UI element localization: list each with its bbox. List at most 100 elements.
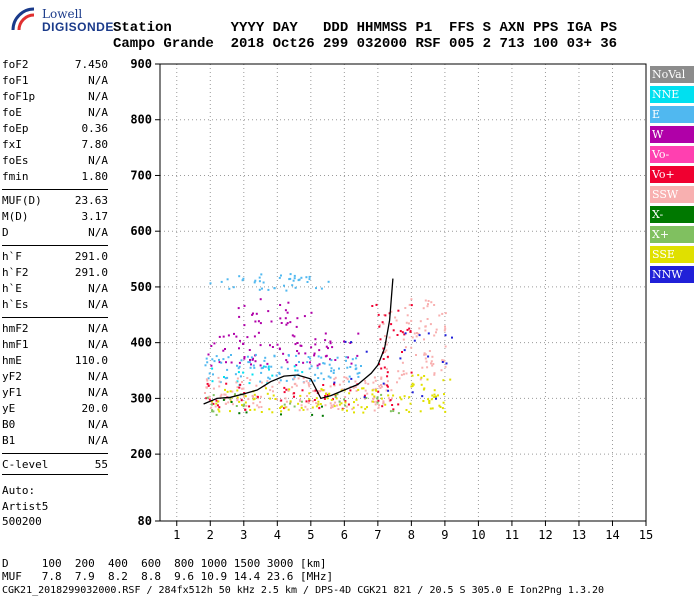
echo-point — [293, 392, 296, 395]
echo-point — [238, 412, 241, 415]
echo-point — [280, 410, 283, 413]
echo-point — [426, 366, 429, 369]
echo-point — [257, 320, 260, 323]
echo-point — [315, 287, 317, 290]
divider — [2, 453, 108, 454]
echo-point — [250, 363, 252, 366]
echo-point — [227, 356, 230, 359]
echo-point — [319, 403, 322, 405]
echo-point — [373, 395, 376, 398]
echo-point — [416, 332, 418, 334]
echo-point — [386, 385, 389, 388]
echo-point — [302, 408, 305, 411]
echo-point — [283, 391, 286, 394]
echo-point — [333, 384, 336, 387]
echo-point — [306, 361, 309, 364]
x-tick-label: 7 — [374, 528, 381, 542]
echo-point — [269, 344, 271, 347]
echo-point — [443, 360, 446, 363]
echo-point — [399, 396, 402, 399]
echo-point — [334, 395, 337, 398]
echo-point — [385, 367, 388, 370]
param-row: C-level 55 — [2, 458, 108, 474]
echo-point — [392, 410, 395, 412]
echo-point — [320, 388, 323, 391]
echo-point — [273, 287, 276, 290]
echo-point — [252, 364, 255, 367]
echo-point — [357, 404, 359, 406]
param-name: foEp — [2, 122, 29, 135]
echo-point — [211, 410, 214, 413]
echo-point — [338, 403, 341, 406]
echo-point — [353, 401, 355, 404]
echo-point — [410, 371, 413, 374]
echo-point — [244, 408, 247, 411]
echo-point — [444, 334, 447, 337]
echo-point — [423, 375, 426, 377]
param-name: foEs — [2, 154, 29, 167]
echo-point — [384, 351, 386, 353]
echo-point — [419, 378, 422, 381]
echo-point — [248, 361, 251, 364]
echo-point — [286, 367, 289, 370]
echo-point — [444, 327, 447, 330]
echo-point — [380, 377, 383, 380]
echo-point — [285, 388, 288, 391]
echo-point — [349, 389, 352, 392]
echo-point — [254, 360, 257, 363]
echo-point — [373, 400, 375, 403]
echo-point — [208, 383, 211, 386]
echo-point — [364, 379, 367, 382]
echo-point — [204, 364, 207, 367]
echo-point — [379, 338, 382, 341]
y-tick-label: 500 — [130, 280, 152, 294]
echo-point — [249, 409, 252, 411]
param-name: yE — [2, 402, 16, 415]
echo-point — [382, 382, 385, 385]
echo-point — [211, 409, 214, 412]
echo-point — [229, 390, 232, 393]
echo-point — [218, 335, 221, 338]
echo-point — [306, 408, 309, 411]
echo-point — [375, 400, 378, 403]
echo-point — [327, 280, 330, 283]
echo-point — [310, 311, 313, 314]
echo-point — [354, 386, 357, 388]
echo-point — [433, 334, 436, 337]
echo-point — [224, 388, 226, 391]
echo-point — [371, 389, 374, 392]
echo-point — [444, 325, 446, 328]
echo-point — [204, 392, 206, 394]
echo-point — [308, 367, 311, 370]
echo-point — [254, 320, 257, 323]
echo-point — [307, 383, 310, 386]
echo-point — [412, 383, 415, 386]
echo-point — [329, 376, 332, 379]
x-tick-label: 13 — [572, 528, 586, 542]
echo-point — [285, 379, 288, 382]
echo-point — [399, 357, 402, 360]
echo-point — [215, 402, 218, 405]
echo-point — [259, 380, 262, 383]
echo-point — [431, 355, 434, 358]
echo-point — [208, 398, 211, 401]
echo-point — [429, 407, 432, 410]
echo-point — [264, 365, 267, 368]
y-tick-label: 200 — [130, 447, 152, 461]
param-row: h`F 291.0 — [2, 250, 108, 266]
echo-point — [243, 403, 246, 406]
echo-point — [371, 393, 374, 396]
echo-point — [354, 380, 357, 383]
echo-point — [278, 372, 281, 375]
echo-point — [243, 392, 246, 394]
echo-point — [253, 393, 256, 396]
legend-item: X+ — [650, 226, 694, 243]
echo-point — [288, 388, 291, 391]
echo-point — [381, 405, 384, 408]
echo-point — [316, 367, 319, 370]
echo-point — [374, 387, 377, 390]
echo-point — [280, 366, 283, 369]
echo-point — [253, 397, 256, 400]
echo-point — [222, 358, 225, 361]
echo-point — [234, 373, 237, 376]
